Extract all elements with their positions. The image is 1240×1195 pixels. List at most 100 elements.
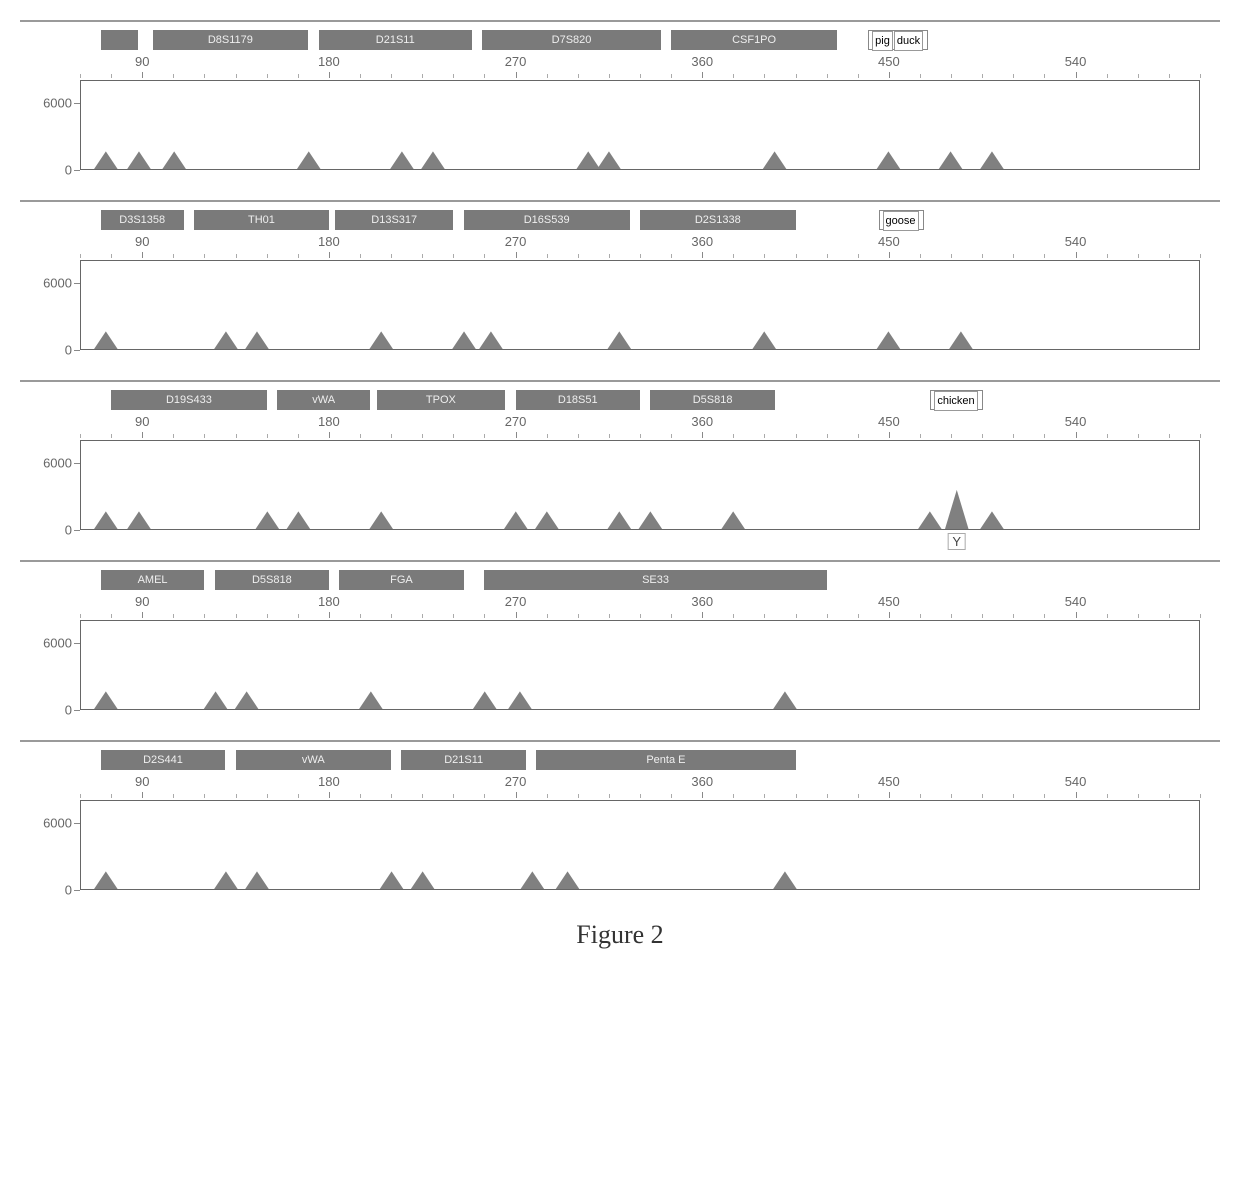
x-minor-tick [1169, 794, 1170, 798]
y-tick-label: 6000 [43, 95, 72, 110]
x-minor-tick [391, 434, 392, 438]
x-minor-tick [547, 254, 548, 258]
x-minor-tick [422, 74, 423, 78]
locus-marker: Penta E [536, 750, 795, 770]
x-major-tick [889, 792, 890, 798]
peak [127, 511, 151, 529]
x-tick-label: 450 [878, 414, 900, 429]
x-minor-tick [827, 434, 828, 438]
x-major-tick [516, 612, 517, 618]
x-major-tick [329, 252, 330, 258]
locus-marker: TH01 [194, 210, 329, 230]
x-minor-tick [1169, 74, 1170, 78]
peak [390, 151, 414, 169]
x-axis: 90180270360450540 [80, 232, 1200, 260]
x-minor-tick [951, 794, 952, 798]
x-minor-tick [204, 74, 205, 78]
plot-area: Y [80, 440, 1200, 530]
x-tick-label: 90 [135, 414, 149, 429]
locus-marker: SE33 [484, 570, 826, 590]
x-minor-tick [951, 254, 952, 258]
plot-row: 06000 [20, 620, 1220, 710]
x-tick-label: 180 [318, 414, 340, 429]
x-minor-tick [1107, 794, 1108, 798]
electropherogram-panel: D2S441vWAD21S11Penta E901802703604505400… [20, 740, 1220, 890]
peak-trace [81, 81, 1199, 169]
x-minor-tick [733, 74, 734, 78]
x-minor-tick [391, 614, 392, 618]
species-label: chicken [930, 390, 982, 410]
x-minor-tick [578, 434, 579, 438]
x-minor-tick [391, 794, 392, 798]
x-major-tick [889, 612, 890, 618]
x-minor-tick [796, 254, 797, 258]
x-minor-tick [1044, 254, 1045, 258]
locus-marker [101, 30, 138, 50]
x-minor-tick [173, 434, 174, 438]
x-minor-tick [80, 794, 81, 798]
x-minor-tick [609, 74, 610, 78]
peak [369, 331, 393, 349]
peak [479, 331, 503, 349]
y-tick-label: 6000 [43, 275, 72, 290]
x-minor-tick [1044, 614, 1045, 618]
x-minor-tick [671, 614, 672, 618]
x-minor-tick [671, 794, 672, 798]
peak [721, 511, 745, 529]
peak [359, 691, 383, 709]
x-minor-tick [204, 254, 205, 258]
x-minor-tick [1200, 614, 1201, 618]
x-minor-tick [1138, 254, 1139, 258]
peak [421, 151, 445, 169]
x-minor-tick [267, 74, 268, 78]
x-minor-tick [360, 74, 361, 78]
x-minor-tick [920, 434, 921, 438]
plot-row: 06000 [20, 800, 1220, 890]
x-major-tick [329, 72, 330, 78]
x-minor-tick [298, 434, 299, 438]
peak [94, 691, 118, 709]
x-minor-tick [111, 794, 112, 798]
x-tick-label: 450 [878, 774, 900, 789]
marker-row: D19S433vWATPOXD18S51D5S818chicken [80, 390, 1200, 412]
x-major-tick [702, 612, 703, 618]
species-label: pigduck [868, 30, 928, 50]
x-major-tick [142, 252, 143, 258]
x-minor-tick [267, 794, 268, 798]
x-minor-tick [80, 254, 81, 258]
x-minor-tick [298, 794, 299, 798]
x-tick-label: 540 [1065, 594, 1087, 609]
electropherogram-panel: D3S1358TH01D13S317D16S539D2S1338goose901… [20, 200, 1220, 350]
x-major-tick [702, 432, 703, 438]
y-tick-mark [74, 710, 80, 711]
x-minor-tick [796, 794, 797, 798]
x-tick-label: 180 [318, 234, 340, 249]
x-minor-tick [1200, 794, 1201, 798]
x-major-tick [1076, 252, 1077, 258]
peak [773, 691, 797, 709]
x-minor-tick [920, 74, 921, 78]
locus-marker: D5S818 [215, 570, 329, 590]
x-minor-tick [733, 254, 734, 258]
x-tick-label: 540 [1065, 54, 1087, 69]
y-axis: 06000 [20, 800, 80, 890]
y-tick-mark [74, 170, 80, 171]
x-tick-label: 360 [691, 774, 713, 789]
x-minor-tick [764, 794, 765, 798]
x-minor-tick [1013, 254, 1014, 258]
peak [127, 151, 151, 169]
x-minor-tick [1044, 794, 1045, 798]
peak [877, 151, 901, 169]
x-tick-label: 180 [318, 594, 340, 609]
y-axis: 06000 [20, 260, 80, 350]
peak-trace [81, 261, 1199, 349]
x-minor-tick [920, 794, 921, 798]
peak [369, 511, 393, 529]
electropherogram-panel: D8S1179D21S11D7S820CSF1POpigduck90180270… [20, 20, 1220, 170]
x-minor-tick [298, 614, 299, 618]
x-minor-tick [764, 254, 765, 258]
y-axis: 06000 [20, 440, 80, 530]
x-minor-tick [453, 614, 454, 618]
species-label: goose [879, 210, 924, 230]
peak [752, 331, 776, 349]
